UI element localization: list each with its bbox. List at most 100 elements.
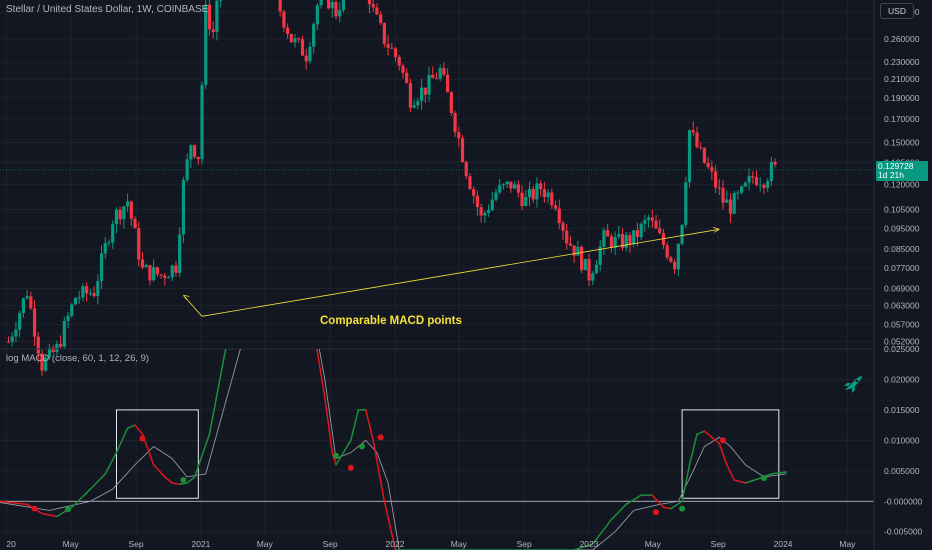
down-candle — [587, 253, 591, 287]
down-candle — [59, 335, 63, 349]
candle-body — [751, 176, 755, 178]
up-candle — [598, 239, 602, 272]
up-candle — [215, 0, 219, 41]
down-candle — [449, 91, 453, 117]
candle-body — [747, 176, 751, 183]
up-candle — [725, 190, 729, 203]
price-tick-label: 0.077000 — [884, 263, 920, 273]
price-scale-panel[interactable] — [874, 0, 932, 550]
up-candle — [338, 1, 342, 23]
candle-body — [442, 68, 446, 75]
candle-body — [181, 179, 186, 235]
macd-line-segment — [335, 451, 345, 466]
candle-body — [40, 353, 44, 371]
candle-body — [446, 74, 450, 93]
candle-body — [557, 208, 561, 223]
candle-body — [628, 235, 632, 245]
currency-button[interactable]: USD — [880, 3, 914, 19]
candle-body — [717, 187, 721, 189]
up-candle — [315, 2, 319, 31]
time-tick-label: May — [63, 539, 80, 549]
down-candle — [118, 206, 122, 225]
down-candle — [379, 11, 383, 26]
down-candle — [375, 3, 379, 16]
annotation-line — [183, 228, 720, 317]
candle-body — [587, 258, 591, 281]
up-candle — [732, 190, 736, 215]
down-candle — [542, 181, 546, 203]
up-candle — [44, 354, 48, 373]
signal-line — [0, 349, 787, 550]
macd-line-segment — [573, 543, 594, 550]
candle-body — [155, 267, 159, 275]
time-tick-label: May — [645, 539, 662, 549]
up-candle — [591, 271, 595, 286]
candle-body — [702, 147, 707, 163]
rocket-icon[interactable] — [842, 374, 864, 394]
up-candle — [111, 220, 115, 249]
down-candle — [431, 66, 435, 79]
candle-body — [713, 171, 718, 188]
candle-body — [286, 27, 290, 35]
macd-line-segment — [744, 477, 761, 484]
up-candle — [219, 0, 223, 8]
down-candle — [654, 215, 658, 229]
price-tick-label: 0.210000 — [884, 74, 920, 84]
candle-body — [18, 313, 22, 330]
candle-body — [367, 0, 372, 5]
price-tick-label: 0.069000 — [884, 283, 920, 293]
macd-tick-label: 0.005000 — [884, 466, 920, 476]
up-candle — [189, 144, 193, 168]
candle-body — [73, 297, 78, 305]
candle-body — [408, 83, 413, 108]
down-candle — [196, 156, 200, 165]
candle-body — [393, 48, 398, 58]
down-candle — [207, 0, 212, 36]
candle-body — [375, 7, 379, 15]
down-candle — [568, 235, 573, 247]
down-candle — [297, 37, 301, 44]
down-candle — [773, 158, 777, 168]
macd-line-segment — [662, 506, 672, 510]
up-candle — [676, 242, 680, 276]
price-tick-label: 0.230000 — [884, 57, 920, 67]
annotation-text: Comparable MACD points — [320, 315, 462, 327]
down-candle — [606, 223, 610, 237]
candle-body — [635, 230, 640, 238]
candle-body — [483, 212, 487, 216]
candle-body — [706, 162, 710, 168]
candle-body — [99, 253, 104, 282]
candle-body — [583, 258, 587, 271]
price-candles — [0, 0, 874, 376]
candle-body — [721, 188, 725, 203]
candle-body — [92, 293, 96, 297]
down-candle — [650, 209, 654, 228]
up-candle — [513, 181, 517, 189]
up-candle — [747, 168, 751, 191]
candle-body — [88, 293, 92, 295]
candle-body — [501, 184, 506, 186]
up-candle — [152, 259, 156, 282]
up-candle — [10, 332, 14, 347]
macd-tick-label: 0.015000 — [884, 405, 920, 415]
candle-body — [513, 184, 517, 189]
candle-body — [665, 245, 669, 258]
candle-body — [81, 286, 85, 298]
down-candle — [393, 46, 398, 62]
macd-line-segment — [331, 451, 337, 466]
price-tick-label: 0.150000 — [884, 137, 920, 147]
candle-body — [44, 357, 48, 371]
candle-body — [382, 22, 386, 44]
cross-marker — [65, 506, 72, 513]
candle-body — [710, 167, 714, 172]
time-tick-label: May — [257, 539, 274, 549]
candle-body — [219, 0, 223, 1]
candle-body — [111, 224, 115, 243]
down-candle — [751, 171, 755, 184]
candle-body — [643, 219, 647, 224]
cross-marker — [139, 435, 146, 442]
up-candle — [103, 237, 107, 259]
candle-body — [732, 193, 736, 214]
up-candle — [602, 227, 606, 255]
annotation-arrows — [183, 226, 720, 317]
